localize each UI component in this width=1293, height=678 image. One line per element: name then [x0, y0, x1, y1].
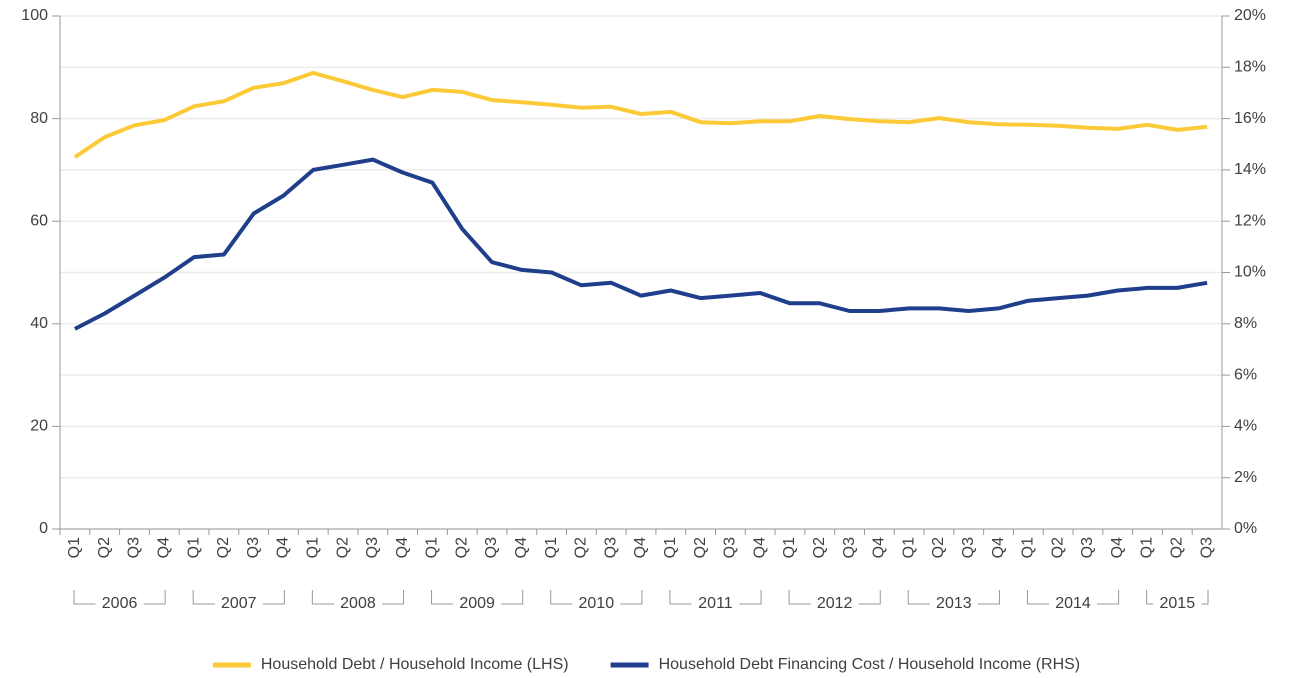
y-tick-label: 80	[30, 110, 48, 127]
x-tick-label: Q1	[900, 537, 917, 558]
group-bracket	[788, 590, 881, 605]
group-bracket	[1026, 590, 1120, 605]
x-tick-label: Q3	[722, 537, 739, 558]
x-tick-label: Q3	[602, 537, 619, 558]
x-tick-label: Q2	[811, 537, 828, 558]
group-label: 2009	[459, 595, 495, 612]
x-tick-label: Q4	[513, 537, 530, 558]
x-tick-label: Q1	[1020, 537, 1037, 558]
x-tick-label: Q1	[1139, 537, 1156, 558]
group-bracket	[311, 590, 405, 605]
y2-tick-label: 0%	[1234, 520, 1257, 537]
x-tick-label: Q4	[751, 537, 768, 558]
group-label: 2007	[221, 595, 257, 612]
group-label: 2010	[579, 595, 615, 612]
x-tick-label: Q2	[215, 537, 232, 558]
y-tick-label: 100	[21, 7, 48, 24]
group-bracket	[907, 590, 1000, 605]
y-tick-label: 40	[30, 315, 48, 332]
y2-tick-label: 16%	[1234, 110, 1266, 127]
x-tick-label: Q1	[781, 537, 798, 558]
group-label: 2008	[340, 595, 376, 612]
x-tick-label: Q3	[1198, 537, 1215, 558]
group-label: 2011	[698, 595, 733, 612]
y2-tick-label: 12%	[1234, 212, 1266, 229]
x-tick-label: Q4	[632, 537, 649, 558]
x-tick-label: Q3	[841, 537, 858, 558]
x-tick-label: Q2	[453, 537, 470, 558]
group-bracket	[669, 590, 762, 605]
x-tick-label: Q3	[245, 537, 262, 558]
x-tick-label: Q4	[1109, 537, 1126, 558]
y2-tick-label: 4%	[1234, 418, 1257, 435]
group-bracket	[550, 590, 643, 605]
x-tick-label: Q2	[1169, 537, 1186, 558]
x-tick-label: Q2	[334, 537, 351, 558]
x-tick-label: Q4	[275, 537, 292, 558]
group-label: 2006	[102, 595, 138, 612]
group-bracket	[1146, 590, 1209, 605]
group-label: 2014	[1055, 595, 1091, 612]
x-tick-label: Q1	[424, 537, 441, 558]
group-bracket	[431, 590, 524, 605]
x-tick-label: Q2	[96, 537, 113, 558]
x-tick-label: Q2	[692, 537, 709, 558]
x-tick-label: Q1	[543, 537, 560, 558]
series-line	[73, 70, 1208, 159]
group-bracket	[73, 590, 166, 605]
x-tick-label: Q4	[394, 537, 411, 558]
y2-tick-label: 14%	[1234, 161, 1266, 178]
x-tick-label: Q1	[304, 537, 321, 558]
y2-tick-label: 20%	[1234, 7, 1266, 24]
series-line	[73, 157, 1208, 331]
x-tick-label: Q3	[126, 537, 143, 558]
y2-tick-label: 18%	[1234, 59, 1266, 76]
x-tick-label: Q3	[483, 537, 500, 558]
x-tick-label: Q4	[871, 537, 888, 558]
x-tick-label: Q2	[573, 537, 590, 558]
legend: Household Debt / Household Income (LHS) H…	[212, 656, 1081, 673]
group-label: 2013	[936, 595, 972, 612]
x-tick-label: Q1	[185, 537, 202, 558]
y2-tick-label: 6%	[1234, 366, 1257, 383]
legend-label: Household Debt Financing Cost / Househol…	[659, 656, 1081, 673]
group-label: 2012	[817, 595, 853, 612]
x-tick-label: Q2	[1049, 537, 1066, 558]
group-label: 2015	[1160, 595, 1196, 612]
y-tick-label: 0	[39, 520, 48, 537]
y2-tick-label: 2%	[1234, 469, 1257, 486]
y2-tick-label: 10%	[1234, 264, 1266, 281]
x-tick-label: Q3	[364, 537, 381, 558]
x-tick-label: Q1	[66, 537, 83, 558]
x-tick-label: Q1	[662, 537, 679, 558]
legend-label: Household Debt / Household Income (LHS)	[261, 656, 569, 673]
x-tick-label: Q3	[1079, 537, 1096, 558]
y-tick-label: 20	[30, 418, 48, 435]
x-tick-label: Q2	[930, 537, 947, 558]
y-tick-label: 60	[30, 212, 48, 229]
group-bracket	[192, 590, 285, 605]
x-tick-label: Q4	[990, 537, 1007, 558]
x-tick-label: Q4	[156, 537, 173, 558]
y2-tick-label: 8%	[1234, 315, 1257, 332]
x-tick-label: Q3	[960, 537, 977, 558]
